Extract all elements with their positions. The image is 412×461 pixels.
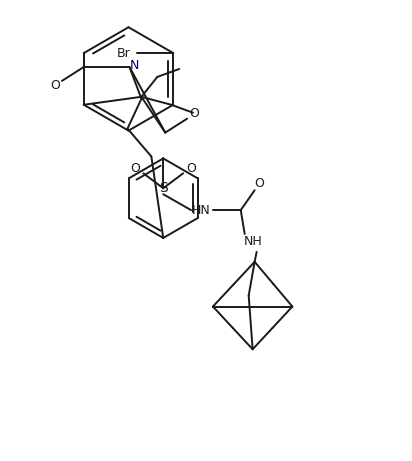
Text: HN: HN: [192, 204, 211, 217]
Text: O: O: [189, 107, 199, 120]
Text: O: O: [50, 79, 60, 92]
Text: Br: Br: [117, 47, 131, 59]
Text: NH: NH: [243, 236, 262, 248]
Text: O: O: [255, 177, 265, 190]
Text: S: S: [159, 181, 168, 195]
Text: N: N: [130, 59, 139, 72]
Text: O: O: [131, 162, 140, 175]
Text: O: O: [186, 162, 196, 175]
